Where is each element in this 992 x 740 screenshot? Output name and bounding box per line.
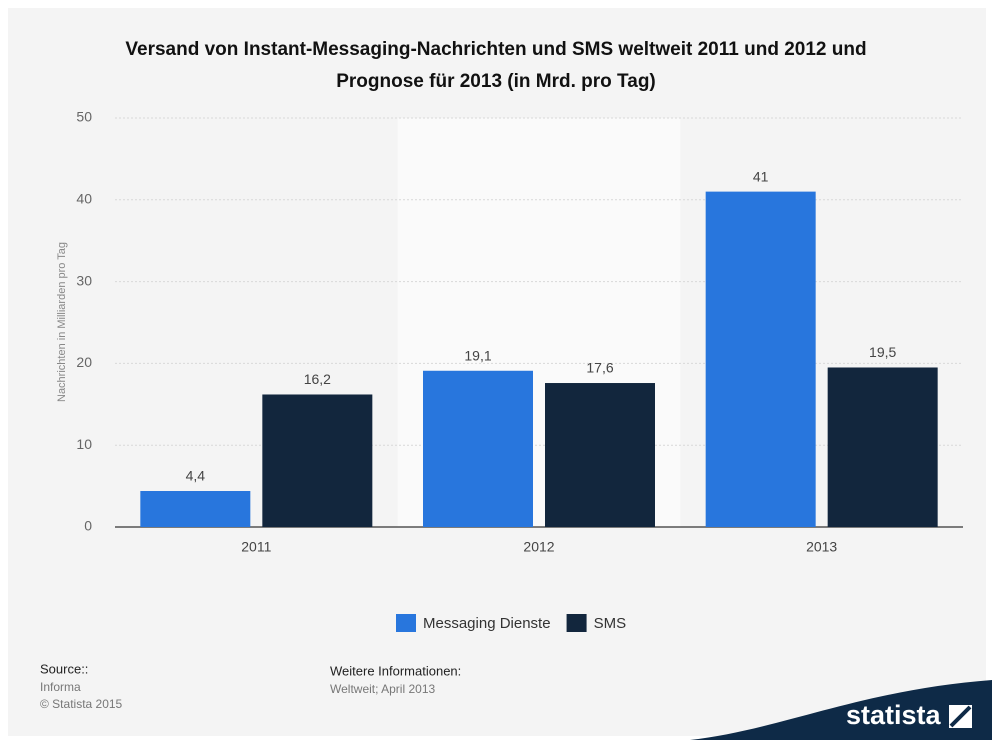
value-label: 19,5 <box>869 344 896 360</box>
bar <box>705 191 816 527</box>
x-tick-label: 2013 <box>806 539 837 555</box>
legend-label: Messaging Dienste <box>423 615 551 632</box>
logo-icon-slash <box>949 705 972 728</box>
value-label: 17,6 <box>586 360 613 376</box>
y-tick-label: 40 <box>76 191 92 207</box>
chart-title: Versand von Instant-Messaging-Nachrichte… <box>125 39 867 92</box>
value-label: 19,1 <box>464 347 491 363</box>
source: Informa <box>40 680 81 694</box>
y-tick-label: 10 <box>76 436 92 452</box>
y-axis-label: Nachrichten in Milliarden pro Tag <box>56 242 68 402</box>
value-label: 4,4 <box>186 468 206 484</box>
y-tick-label: 30 <box>76 272 92 288</box>
bar <box>423 370 533 527</box>
info-heading: Weitere Informationen: <box>330 663 461 678</box>
y-tick-label: 20 <box>76 354 92 370</box>
copyright: © Statista 2015 <box>40 697 123 711</box>
info: Weltweit; April 2013 <box>330 682 435 696</box>
value-label: 16,2 <box>304 371 331 387</box>
logo-wave <box>690 680 992 740</box>
bar <box>262 394 373 527</box>
bar <box>140 491 251 527</box>
legend-swatch <box>396 614 416 632</box>
y-tick-label: 0 <box>84 518 92 534</box>
legend-label: SMS <box>594 615 627 632</box>
x-tick-label: 2012 <box>523 539 554 555</box>
x-tick-label: 2011 <box>241 539 271 555</box>
value-label: 41 <box>753 168 769 184</box>
bar <box>545 383 655 527</box>
y-tick-label: 50 <box>76 109 92 125</box>
bar <box>827 367 938 527</box>
legend-swatch <box>566 614 587 632</box>
logo: statista <box>846 700 942 730</box>
source-heading: Source:: <box>40 661 88 676</box>
